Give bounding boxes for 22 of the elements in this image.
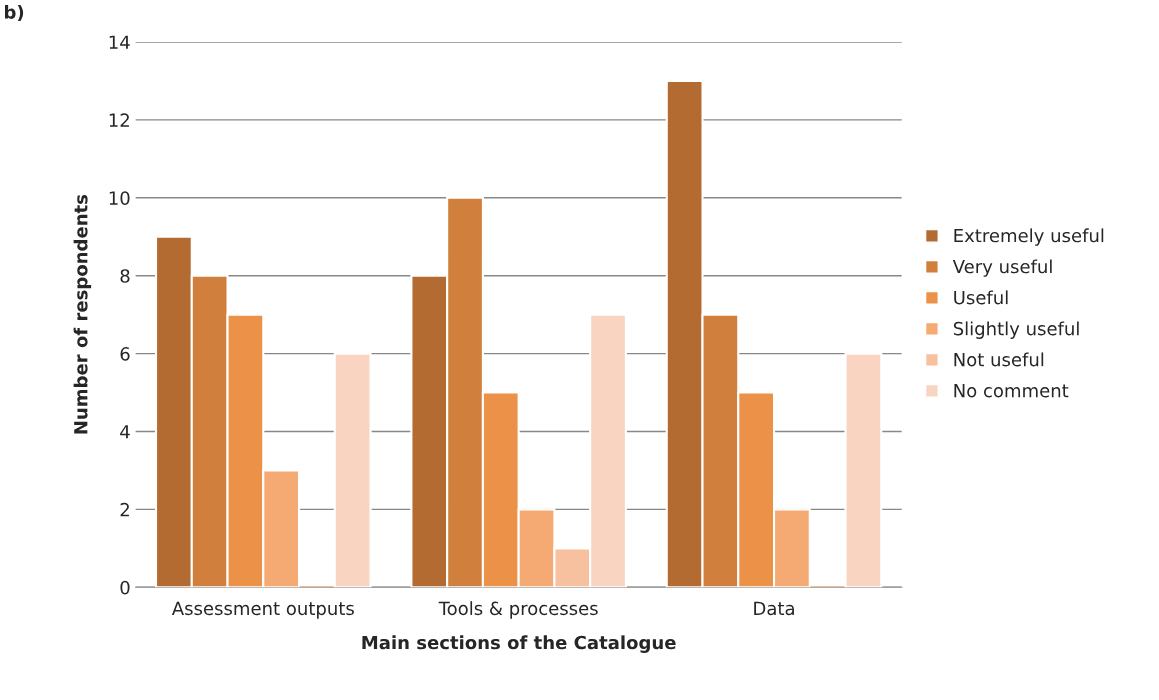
y-tick-label: 2 [120,502,129,517]
bar [333,352,372,588]
y-tick-label: 12 [109,113,129,127]
legend-label: No comment [954,384,1069,398]
legend-label: Not useful [954,352,1044,367]
y-tick-label: 4 [120,425,130,439]
x-axis-title: Main sections of the Catalogue [362,635,676,653]
x-tick-label: Tools & processes [438,601,598,619]
legend-label: Extremely useful [954,228,1104,246]
bar [844,352,883,588]
y-tick-label: 6 [120,347,130,361]
legend-label: Useful [954,290,1008,305]
x-tick-label: Assessment outputs [171,601,354,619]
legend-label: Very useful [952,259,1052,277]
y-tick-label: 14 [109,35,130,49]
y-tick-label: 10 [109,191,130,205]
text: b) [4,4,24,21]
legend-label: Slightly useful [953,321,1079,339]
y-axis-title: Number of respondents [73,194,92,434]
x-tick-label: Data [754,601,794,616]
y-tick-label: 0 [120,580,130,595]
y-tick-label: 8 [120,269,130,283]
